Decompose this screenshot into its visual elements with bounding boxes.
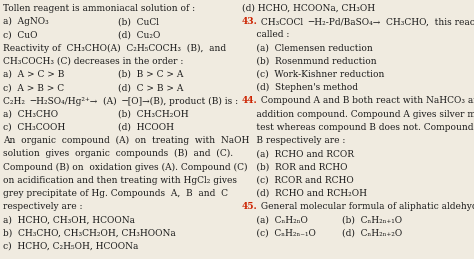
Text: respectively are :: respectively are : bbox=[3, 202, 82, 211]
Text: General molecular formula of aliphatic aldehydes is :: General molecular formula of aliphatic a… bbox=[258, 202, 474, 211]
Text: (c)  CₙH₂ₙ₋₁O: (c) CₙH₂ₙ₋₁O bbox=[242, 228, 316, 238]
Text: addition compound. Compound A gives silver mirror: addition compound. Compound A gives silv… bbox=[242, 110, 474, 119]
Text: (d)  Cu₂O: (d) Cu₂O bbox=[118, 30, 160, 39]
Text: a)  AgNO₃: a) AgNO₃ bbox=[3, 17, 49, 26]
Text: (a)  CₙH₂ₙO: (a) CₙH₂ₙO bbox=[242, 215, 308, 224]
Text: called :: called : bbox=[242, 30, 289, 39]
Text: (c)  RCOR and RCHO: (c) RCOR and RCHO bbox=[242, 176, 354, 185]
Text: solution  gives  organic  compounds  (B)  and  (C).: solution gives organic compounds (B) and… bbox=[3, 149, 233, 158]
Text: c)  A > B > C: c) A > B > C bbox=[3, 83, 64, 92]
Text: (a)  Clemensen reduction: (a) Clemensen reduction bbox=[242, 44, 373, 53]
Text: 45.: 45. bbox=[242, 202, 258, 211]
Text: (b)  CₙH₂ₙ₊₁O: (b) CₙH₂ₙ₊₁O bbox=[342, 215, 402, 224]
Text: Compound A and B both react with NaHCO₃ and form: Compound A and B both react with NaHCO₃ … bbox=[258, 96, 474, 105]
Text: test whereas compound B does not. Compound A and: test whereas compound B does not. Compou… bbox=[242, 123, 474, 132]
Text: C₂H₂  ─H₂SO₄/Hg²⁺→  (A)  ─[O]→(B), product (B) is :: C₂H₂ ─H₂SO₄/Hg²⁺→ (A) ─[O]→(B), product … bbox=[3, 96, 238, 105]
Text: (d)  Stephen's method: (d) Stephen's method bbox=[242, 83, 358, 92]
Text: (d)  RCHO and RCH₂OH: (d) RCHO and RCH₂OH bbox=[242, 189, 367, 198]
Text: (b)  Rosenmund reduction: (b) Rosenmund reduction bbox=[242, 57, 377, 66]
Text: CH₃COCH₃ (C) decreases in the order :: CH₃COCH₃ (C) decreases in the order : bbox=[3, 57, 183, 66]
Text: (c)  Work-Kishner reduction: (c) Work-Kishner reduction bbox=[242, 70, 384, 79]
Text: Tollen reagent is ammoniacal solution of :: Tollen reagent is ammoniacal solution of… bbox=[3, 4, 195, 13]
Text: 44.: 44. bbox=[242, 96, 258, 105]
Text: Compound (B) on  oxidation gives (A). Compound (C): Compound (B) on oxidation gives (A). Com… bbox=[3, 162, 247, 171]
Text: c)  CH₃COOH: c) CH₃COOH bbox=[3, 123, 65, 132]
Text: c)  CuO: c) CuO bbox=[3, 30, 37, 39]
Text: (a)  RCHO and RCOR: (a) RCHO and RCOR bbox=[242, 149, 354, 158]
Text: (d) HCHO, HCOONa, CH₃OH: (d) HCHO, HCOONa, CH₃OH bbox=[242, 4, 375, 13]
Text: CH₃COCl  ─H₂-Pd/BaSO₄→  CH₃CHO,  this reaction is: CH₃COCl ─H₂-Pd/BaSO₄→ CH₃CHO, this react… bbox=[258, 17, 474, 26]
Text: (d)  C > B > A: (d) C > B > A bbox=[118, 83, 183, 92]
Text: (b)  ROR and RCHO: (b) ROR and RCHO bbox=[242, 162, 347, 171]
Text: Reactivity of  CH₃CHO(A)  C₂H₅COCH₃  (B),  and: Reactivity of CH₃CHO(A) C₂H₅COCH₃ (B), a… bbox=[3, 44, 226, 53]
Text: An  organic  compound  (A)  on  treating  with  NaOH: An organic compound (A) on treating with… bbox=[3, 136, 249, 145]
Text: (b)  CuCl: (b) CuCl bbox=[118, 17, 159, 26]
Text: 43.: 43. bbox=[242, 17, 258, 26]
Text: grey precipitate of Hg. Compounds  A,  B  and  C: grey precipitate of Hg. Compounds A, B a… bbox=[3, 189, 228, 198]
Text: b)  CH₃CHO, CH₃CH₂OH, CH₃HOONa: b) CH₃CHO, CH₃CH₂OH, CH₃HOONa bbox=[3, 228, 176, 238]
Text: a)  HCHO, CH₃OH, HCOONa: a) HCHO, CH₃OH, HCOONa bbox=[3, 215, 135, 224]
Text: c)  HCHO, C₂H₅OH, HCOONa: c) HCHO, C₂H₅OH, HCOONa bbox=[3, 242, 138, 251]
Text: a)  A > C > B: a) A > C > B bbox=[3, 70, 64, 79]
Text: (b)  B > C > A: (b) B > C > A bbox=[118, 70, 183, 79]
Text: B respectively are :: B respectively are : bbox=[242, 136, 346, 145]
Text: on acidification and then treating with HgCl₂ gives: on acidification and then treating with … bbox=[3, 176, 237, 185]
Text: (b)  CH₃CH₂OH: (b) CH₃CH₂OH bbox=[118, 110, 189, 119]
Text: (d)  HCOOH: (d) HCOOH bbox=[118, 123, 174, 132]
Text: (d)  CₙH₂ₙ₊₂O: (d) CₙH₂ₙ₊₂O bbox=[342, 228, 402, 238]
Text: a)  CH₃CHO: a) CH₃CHO bbox=[3, 110, 58, 119]
